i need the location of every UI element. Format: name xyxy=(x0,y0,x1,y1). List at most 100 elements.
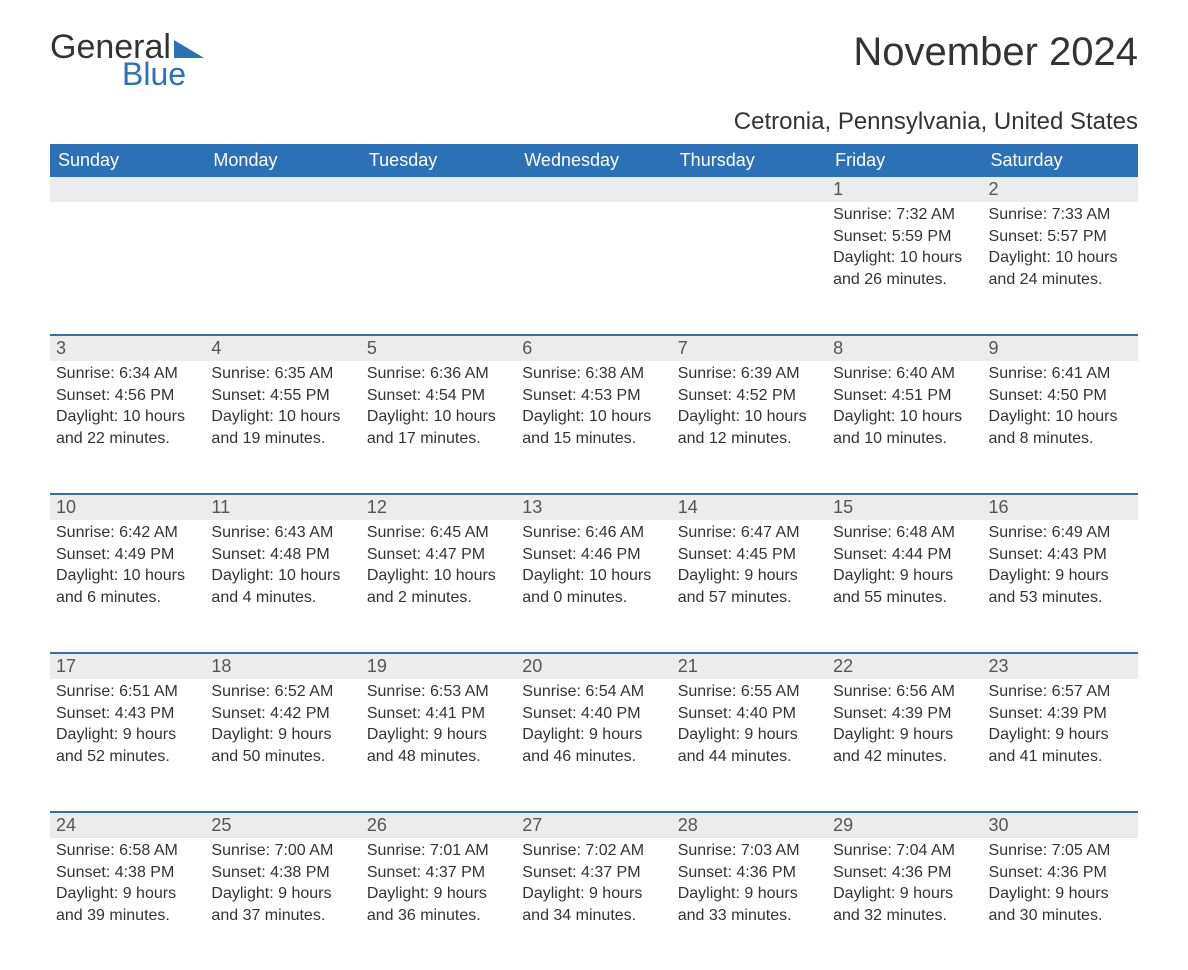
day-number: 20 xyxy=(516,654,671,679)
sunset-text: Sunset: 5:59 PM xyxy=(833,226,976,248)
day-body: Sunrise: 6:43 AMSunset: 4:48 PMDaylight:… xyxy=(205,520,360,614)
weekday-header-thursday: Thursday xyxy=(672,144,827,177)
day-number: 2 xyxy=(983,177,1138,202)
day-number-strip: 17181920212223 xyxy=(50,652,1138,679)
weekday-header-row: SundayMondayTuesdayWednesdayThursdayFrid… xyxy=(50,144,1138,177)
day-cell: Sunrise: 7:00 AMSunset: 4:38 PMDaylight:… xyxy=(205,838,360,970)
daylight-text-1: Daylight: 9 hours xyxy=(211,724,354,746)
week-row: Sunrise: 6:51 AMSunset: 4:43 PMDaylight:… xyxy=(50,679,1138,811)
sunrise-text: Sunrise: 6:36 AM xyxy=(367,363,510,385)
day-body: Sunrise: 7:05 AMSunset: 4:36 PMDaylight:… xyxy=(983,838,1138,932)
day-body: Sunrise: 6:47 AMSunset: 4:45 PMDaylight:… xyxy=(672,520,827,614)
day-cell: Sunrise: 6:48 AMSunset: 4:44 PMDaylight:… xyxy=(827,520,982,652)
day-number-strip: 24252627282930 xyxy=(50,811,1138,838)
daylight-text-2: and 15 minutes. xyxy=(522,428,665,450)
day-cell: Sunrise: 6:34 AMSunset: 4:56 PMDaylight:… xyxy=(50,361,205,493)
day-cell xyxy=(205,202,360,334)
weekday-header-saturday: Saturday xyxy=(983,144,1138,177)
day-number-strip: 3456789 xyxy=(50,334,1138,361)
day-body: Sunrise: 6:55 AMSunset: 4:40 PMDaylight:… xyxy=(672,679,827,773)
day-cell: Sunrise: 6:49 AMSunset: 4:43 PMDaylight:… xyxy=(983,520,1138,652)
day-body: Sunrise: 6:45 AMSunset: 4:47 PMDaylight:… xyxy=(361,520,516,614)
location-text: Cetronia, Pennsylvania, United States xyxy=(50,108,1138,136)
sunset-text: Sunset: 4:40 PM xyxy=(522,703,665,725)
week-row: Sunrise: 6:34 AMSunset: 4:56 PMDaylight:… xyxy=(50,361,1138,493)
daylight-text-1: Daylight: 9 hours xyxy=(678,565,821,587)
day-number: 24 xyxy=(50,813,205,838)
daylight-text-1: Daylight: 10 hours xyxy=(367,406,510,428)
day-cell: Sunrise: 6:46 AMSunset: 4:46 PMDaylight:… xyxy=(516,520,671,652)
sunset-text: Sunset: 4:36 PM xyxy=(833,862,976,884)
daylight-text-2: and 46 minutes. xyxy=(522,746,665,768)
day-cell: Sunrise: 7:05 AMSunset: 4:36 PMDaylight:… xyxy=(983,838,1138,970)
daylight-text-1: Daylight: 10 hours xyxy=(367,565,510,587)
daylight-text-2: and 53 minutes. xyxy=(989,587,1132,609)
day-cell xyxy=(516,202,671,334)
day-body: Sunrise: 6:40 AMSunset: 4:51 PMDaylight:… xyxy=(827,361,982,455)
day-cell: Sunrise: 6:53 AMSunset: 4:41 PMDaylight:… xyxy=(361,679,516,811)
day-number xyxy=(205,177,360,202)
day-cell: Sunrise: 6:58 AMSunset: 4:38 PMDaylight:… xyxy=(50,838,205,970)
sunrise-text: Sunrise: 6:51 AM xyxy=(56,681,199,703)
daylight-text-2: and 55 minutes. xyxy=(833,587,976,609)
sunset-text: Sunset: 4:52 PM xyxy=(678,385,821,407)
daylight-text-1: Daylight: 10 hours xyxy=(522,406,665,428)
sunset-text: Sunset: 4:48 PM xyxy=(211,544,354,566)
week-row: Sunrise: 6:58 AMSunset: 4:38 PMDaylight:… xyxy=(50,838,1138,970)
day-number: 12 xyxy=(361,495,516,520)
daylight-text-2: and 34 minutes. xyxy=(522,905,665,927)
day-number: 29 xyxy=(827,813,982,838)
daylight-text-1: Daylight: 9 hours xyxy=(367,724,510,746)
daylight-text-1: Daylight: 10 hours xyxy=(989,406,1132,428)
daylight-text-2: and 10 minutes. xyxy=(833,428,976,450)
day-number: 7 xyxy=(672,336,827,361)
day-body: Sunrise: 7:32 AMSunset: 5:59 PMDaylight:… xyxy=(827,202,982,296)
day-body: Sunrise: 6:57 AMSunset: 4:39 PMDaylight:… xyxy=(983,679,1138,773)
daylight-text-2: and 8 minutes. xyxy=(989,428,1132,450)
logo-text-blue: Blue xyxy=(122,58,204,90)
sunrise-text: Sunrise: 6:49 AM xyxy=(989,522,1132,544)
daylight-text-1: Daylight: 9 hours xyxy=(522,883,665,905)
sunrise-text: Sunrise: 6:42 AM xyxy=(56,522,199,544)
day-number: 19 xyxy=(361,654,516,679)
daylight-text-1: Daylight: 9 hours xyxy=(211,883,354,905)
day-cell xyxy=(50,202,205,334)
calendar-table: SundayMondayTuesdayWednesdayThursdayFrid… xyxy=(50,144,1138,970)
day-cell: Sunrise: 6:36 AMSunset: 4:54 PMDaylight:… xyxy=(361,361,516,493)
day-number xyxy=(361,177,516,202)
sunrise-text: Sunrise: 7:00 AM xyxy=(211,840,354,862)
sunrise-text: Sunrise: 6:38 AM xyxy=(522,363,665,385)
day-number-strip: 12 xyxy=(50,177,1138,202)
day-body: Sunrise: 6:38 AMSunset: 4:53 PMDaylight:… xyxy=(516,361,671,455)
day-body: Sunrise: 6:56 AMSunset: 4:39 PMDaylight:… xyxy=(827,679,982,773)
day-body: Sunrise: 6:46 AMSunset: 4:46 PMDaylight:… xyxy=(516,520,671,614)
daylight-text-1: Daylight: 10 hours xyxy=(56,565,199,587)
daylight-text-1: Daylight: 9 hours xyxy=(678,883,821,905)
daylight-text-2: and 57 minutes. xyxy=(678,587,821,609)
day-number: 21 xyxy=(672,654,827,679)
day-number xyxy=(50,177,205,202)
daylight-text-2: and 48 minutes. xyxy=(367,746,510,768)
sunset-text: Sunset: 4:47 PM xyxy=(367,544,510,566)
daylight-text-2: and 19 minutes. xyxy=(211,428,354,450)
day-cell: Sunrise: 6:35 AMSunset: 4:55 PMDaylight:… xyxy=(205,361,360,493)
day-cell: Sunrise: 6:52 AMSunset: 4:42 PMDaylight:… xyxy=(205,679,360,811)
sunset-text: Sunset: 4:55 PM xyxy=(211,385,354,407)
weekday-header-friday: Friday xyxy=(827,144,982,177)
day-cell xyxy=(361,202,516,334)
day-body: Sunrise: 6:49 AMSunset: 4:43 PMDaylight:… xyxy=(983,520,1138,614)
sunset-text: Sunset: 4:49 PM xyxy=(56,544,199,566)
day-cell: Sunrise: 6:57 AMSunset: 4:39 PMDaylight:… xyxy=(983,679,1138,811)
day-cell: Sunrise: 7:02 AMSunset: 4:37 PMDaylight:… xyxy=(516,838,671,970)
sunset-text: Sunset: 4:41 PM xyxy=(367,703,510,725)
sunset-text: Sunset: 4:44 PM xyxy=(833,544,976,566)
day-cell: Sunrise: 6:54 AMSunset: 4:40 PMDaylight:… xyxy=(516,679,671,811)
sunrise-text: Sunrise: 6:35 AM xyxy=(211,363,354,385)
day-body: Sunrise: 7:00 AMSunset: 4:38 PMDaylight:… xyxy=(205,838,360,932)
sunrise-text: Sunrise: 7:04 AM xyxy=(833,840,976,862)
logo: General Blue xyxy=(50,30,204,90)
sunrise-text: Sunrise: 7:32 AM xyxy=(833,204,976,226)
day-number: 18 xyxy=(205,654,360,679)
daylight-text-1: Daylight: 9 hours xyxy=(367,883,510,905)
sunrise-text: Sunrise: 6:52 AM xyxy=(211,681,354,703)
